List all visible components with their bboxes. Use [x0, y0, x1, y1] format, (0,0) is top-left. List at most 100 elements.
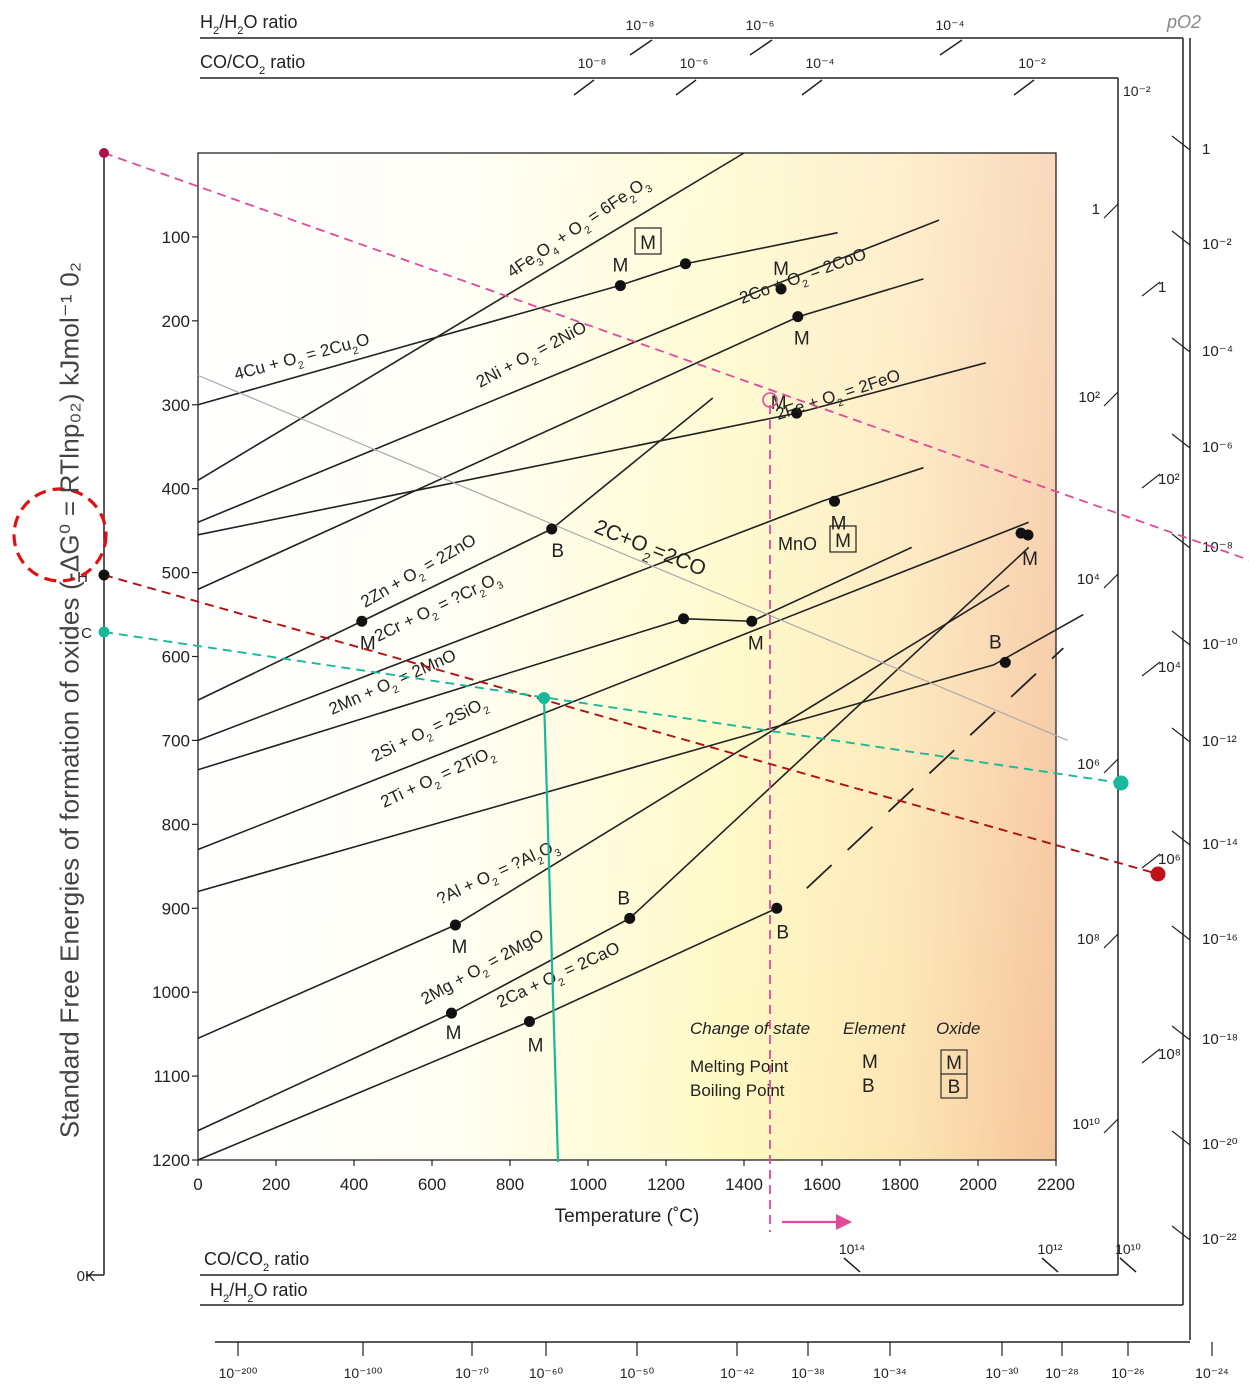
x-tick-label: 1200: [647, 1175, 685, 1194]
text-run: /H: [219, 12, 237, 32]
right-po2-tick: [1171, 433, 1191, 449]
subscript: 2: [417, 571, 428, 584]
bottom-po2-tick-label: 10⁻⁷⁰: [455, 1365, 489, 1381]
state-marker: [828, 495, 840, 507]
right-h2-tick: [1141, 281, 1161, 297]
subscript: 3: [553, 846, 564, 859]
top-co-label: CO/CO2 ratio: [200, 52, 305, 77]
right-po2-tick-label: 10⁻⁶: [1202, 439, 1233, 456]
corner-label: 10⁻²: [1123, 83, 1151, 99]
right-po2-tick-label: 10⁻⁴: [1202, 343, 1233, 360]
po2-origin-point: [99, 148, 109, 158]
series-line: [197, 152, 745, 481]
state-marker-letter: M: [794, 329, 810, 350]
state-marker-letter: M: [771, 393, 787, 414]
mno-label: MnO: [778, 534, 817, 554]
x-tick-label: 800: [496, 1175, 524, 1194]
bottom-co-tick: [843, 1257, 861, 1273]
x-tick-label: 400: [340, 1175, 368, 1194]
right-h2-tick-label: 10⁶: [1158, 851, 1181, 868]
state-marker-letter: M: [528, 1036, 544, 1057]
series-line: [197, 521, 1029, 851]
text-run: O ratio: [243, 12, 297, 32]
state-marker: [449, 919, 461, 931]
bottom-co-tick: [1041, 1257, 1059, 1273]
bottom-po2-tick-label: 10⁻³⁰: [985, 1365, 1019, 1381]
c-point: [98, 626, 110, 638]
subscript: 2: [297, 359, 306, 372]
legend-oxide: M: [946, 1053, 962, 1074]
text-run: H: [210, 1280, 223, 1300]
right-co-tick-label: 10⁶: [1077, 756, 1100, 773]
y-tick-label: 200: [162, 312, 190, 331]
state-marker-letter: M: [748, 633, 764, 654]
x-tick-label: 1600: [803, 1175, 841, 1194]
state-marker-letter: B: [551, 541, 564, 562]
x-tick-label: 2200: [1037, 1175, 1075, 1194]
series-line: [806, 647, 1064, 889]
legend-oxide-box: [940, 1073, 968, 1099]
series-line: [197, 231, 838, 406]
subscript: 3: [643, 182, 655, 195]
subscript: 2: [237, 25, 243, 37]
series-line: [197, 374, 1068, 741]
bottom-co-tick-label: 10¹⁴: [839, 1241, 865, 1257]
bottom-co-tick-label: 10¹⁰: [1115, 1241, 1141, 1257]
subscript: 2: [431, 610, 442, 623]
state-marker-letter: B: [989, 632, 1002, 653]
state-marker-letter: B: [776, 922, 789, 943]
x-axis-title: Temperature (˚C): [555, 1206, 700, 1227]
series-line: [197, 546, 913, 771]
x-tick-label: 1800: [881, 1175, 919, 1194]
right-h2-tick-label: 10⁸: [1158, 1046, 1181, 1063]
oxide-box: [829, 525, 857, 553]
state-marker: [546, 523, 558, 535]
bottom-po2-tick-label: 10⁻⁴²: [720, 1365, 754, 1381]
state-marker-letter: M: [446, 1023, 462, 1044]
top-h2-tick-label: 10⁻⁸: [626, 17, 655, 33]
state-marker: [614, 280, 626, 292]
subscript: 2: [351, 344, 360, 357]
state-marker: [678, 613, 690, 625]
text-run: H: [200, 12, 213, 32]
legend-row-label: Boiling Point: [690, 1081, 785, 1100]
oxide-box-letter: M: [835, 531, 851, 552]
text-run: O: [354, 329, 372, 351]
right-po2-tick-label: 10⁻¹²: [1202, 733, 1237, 750]
right-co-tick: [1103, 203, 1119, 219]
state-marker: [1022, 529, 1034, 541]
right-po2-tick: [1171, 230, 1191, 246]
right-po2-tick: [1171, 925, 1191, 941]
y-tick-label: 500: [162, 564, 190, 583]
right-po2-tick: [1171, 727, 1191, 743]
left-c-label: C: [81, 625, 92, 642]
right-h2-tick-label: 1: [1158, 279, 1166, 296]
subscript: 2: [213, 25, 219, 37]
state-marker: [680, 258, 691, 270]
state-marker-letter: M: [773, 259, 789, 280]
right-co-tick-label: 10⁸: [1077, 931, 1100, 948]
top-h2-tick-label: 10⁻⁴: [936, 17, 965, 33]
y-tick-label: 1000: [152, 983, 190, 1002]
legend-element: B: [862, 1076, 875, 1097]
right-co-tick: [1103, 758, 1119, 774]
right-h2-tick: [1141, 473, 1161, 489]
right-co-tick-label: 1: [1092, 201, 1100, 218]
top-h2-tick: [629, 39, 653, 56]
subscript: 2: [836, 396, 845, 409]
y-tick-label: 900: [162, 899, 190, 918]
subscript: 2: [491, 876, 502, 889]
right-po2-tick-label: 10⁻¹⁴: [1202, 836, 1238, 853]
co-ratio-point: [1113, 775, 1129, 791]
y-tick-label: 300: [162, 396, 190, 415]
bottom-co-tick: [1119, 1257, 1137, 1273]
bottom-po2-tick-label: 10⁻²⁴: [1195, 1365, 1229, 1381]
state-marker: [771, 902, 783, 914]
bottom-po2-tick-label: 10⁻²⁶: [1111, 1365, 1144, 1381]
subscript: 2: [557, 976, 568, 989]
top-h2-label: H2/H2O ratio: [200, 12, 297, 37]
right-po2-tick-label: 10⁻¹⁸: [1202, 1031, 1238, 1048]
top-co-tick-label: 10⁻⁶: [680, 55, 709, 71]
legend-element: M: [862, 1052, 878, 1073]
